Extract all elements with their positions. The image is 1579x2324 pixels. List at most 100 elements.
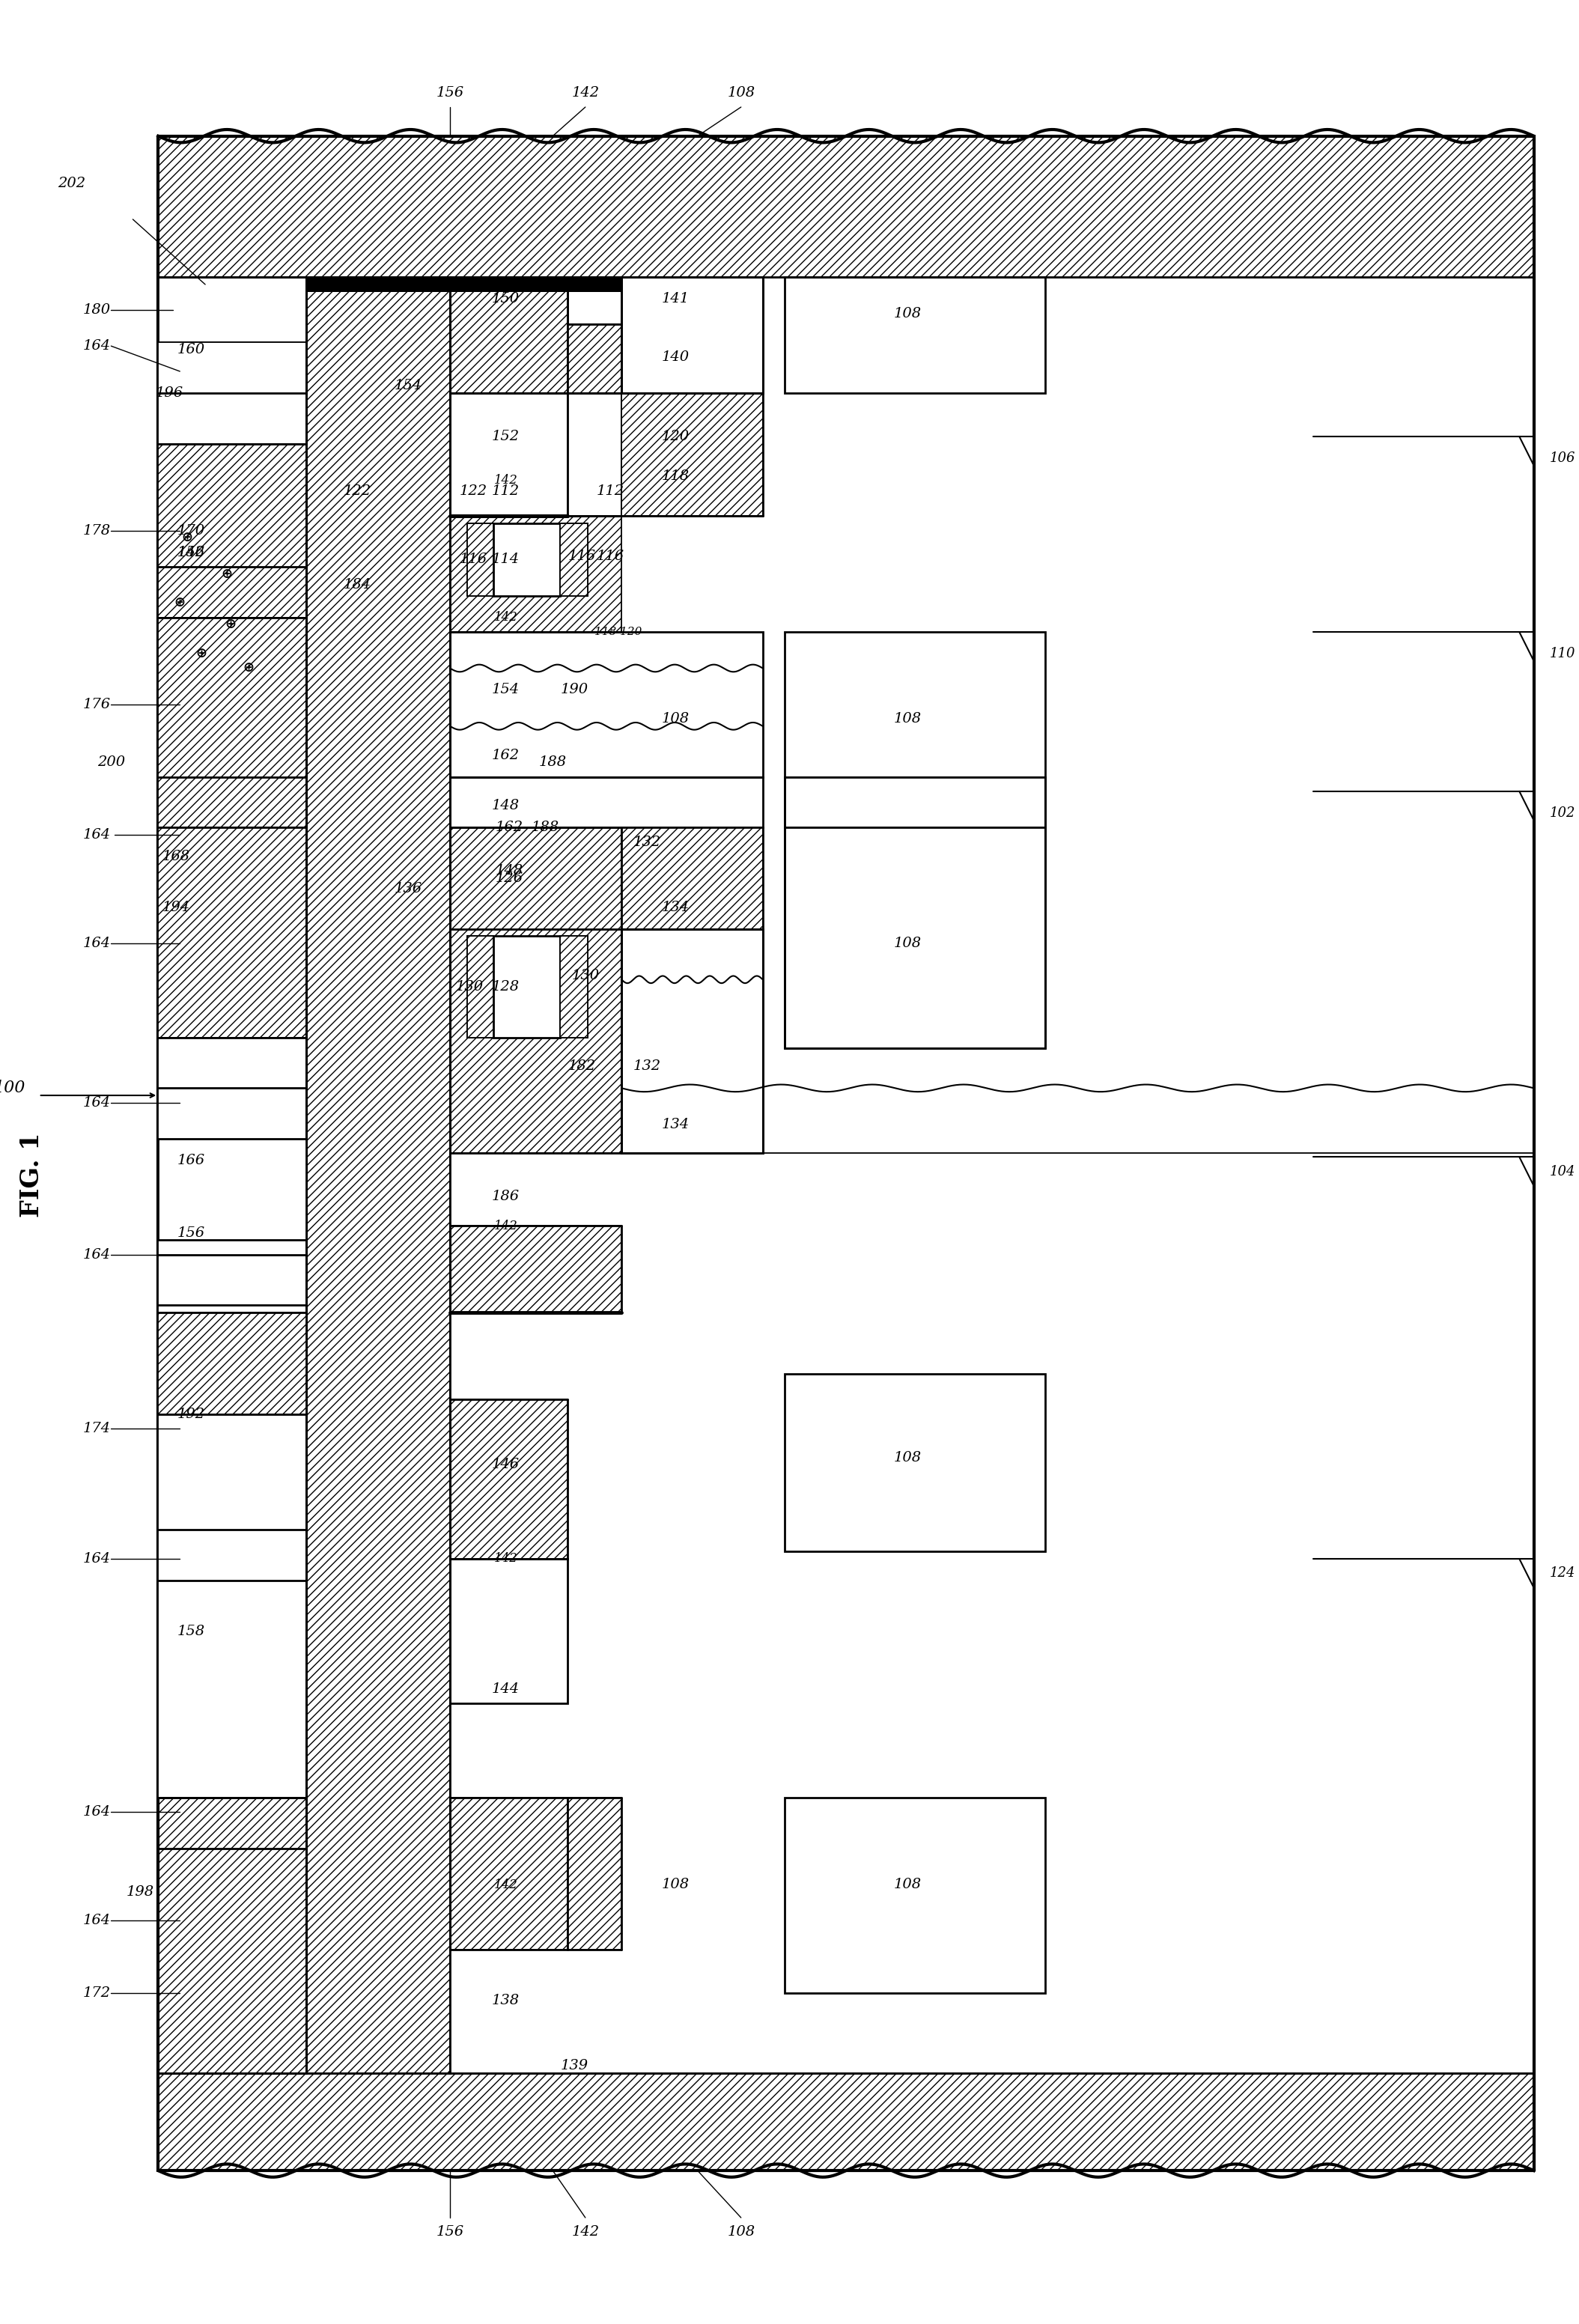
Bar <box>450 516 622 632</box>
Bar <box>450 1399 567 1559</box>
Bar <box>158 1529 306 1580</box>
Bar <box>450 632 763 776</box>
Bar <box>158 1037 306 1799</box>
Bar <box>450 393 567 516</box>
Text: 132: 132 <box>633 834 660 848</box>
Text: 130: 130 <box>456 981 483 995</box>
Text: 196: 196 <box>155 386 183 400</box>
Bar <box>306 277 450 293</box>
Text: 138: 138 <box>491 1994 519 2008</box>
Text: 162: 162 <box>491 748 519 762</box>
Text: 102: 102 <box>1551 806 1576 820</box>
Text: 108: 108 <box>894 711 922 725</box>
Text: 174: 174 <box>82 1422 111 1436</box>
Bar <box>622 277 763 393</box>
Text: 142: 142 <box>177 546 205 560</box>
Text: 200: 200 <box>98 755 125 769</box>
Bar <box>450 1225 622 1313</box>
Text: 132: 132 <box>633 1060 660 1074</box>
Text: 142: 142 <box>494 1878 518 1892</box>
Bar <box>158 827 306 1037</box>
Bar <box>158 137 1533 277</box>
Bar <box>785 827 1045 1048</box>
Text: 122: 122 <box>459 483 486 497</box>
Bar <box>561 937 587 1037</box>
Bar <box>158 567 306 618</box>
Text: 126: 126 <box>496 872 523 885</box>
Text: ⊕: ⊕ <box>221 567 232 581</box>
Text: 164: 164 <box>82 1806 111 1820</box>
Bar <box>622 393 763 516</box>
Text: ⊕: ⊕ <box>224 618 237 632</box>
Text: 164: 164 <box>82 339 111 353</box>
Text: 108: 108 <box>726 2226 755 2238</box>
Text: 140: 140 <box>662 351 690 363</box>
Text: 184: 184 <box>343 579 371 593</box>
Text: 108: 108 <box>894 1450 922 1464</box>
Text: 139: 139 <box>561 2059 589 2073</box>
Bar <box>158 1139 306 1241</box>
Text: 118 120: 118 120 <box>594 627 641 637</box>
Text: 156: 156 <box>177 546 205 560</box>
Bar <box>158 618 306 827</box>
Text: 202: 202 <box>57 177 85 191</box>
Text: 100: 100 <box>0 1081 25 1097</box>
Bar <box>567 1799 622 1950</box>
Text: 164: 164 <box>82 1248 111 1262</box>
Bar <box>467 937 493 1037</box>
Text: 166: 166 <box>177 1153 205 1167</box>
Bar <box>158 1306 306 1529</box>
Text: 128: 128 <box>491 981 519 995</box>
Text: 142: 142 <box>494 1220 518 1232</box>
Bar <box>785 1373 1045 1552</box>
Text: 116: 116 <box>568 548 595 562</box>
Text: 160: 160 <box>177 344 205 356</box>
Bar <box>785 1799 1045 1994</box>
Bar <box>158 277 306 393</box>
Text: 162: 162 <box>496 820 523 834</box>
Text: 154: 154 <box>491 683 519 697</box>
Text: 134: 134 <box>662 1118 690 1132</box>
Text: ⊕: ⊕ <box>174 597 186 609</box>
Bar <box>450 776 763 827</box>
Bar <box>158 1088 306 1255</box>
Bar <box>450 277 567 293</box>
Bar <box>567 325 622 393</box>
Text: 164: 164 <box>82 1915 111 1927</box>
Text: 154: 154 <box>395 379 422 393</box>
Text: 194: 194 <box>163 899 189 913</box>
Bar <box>493 937 561 1037</box>
Text: ⊕: ⊕ <box>196 646 207 660</box>
Text: 141: 141 <box>662 293 690 307</box>
Text: 148: 148 <box>491 799 519 813</box>
Text: 122: 122 <box>343 483 371 497</box>
Text: 108: 108 <box>662 711 690 725</box>
Bar <box>785 776 1045 827</box>
Text: 108: 108 <box>726 86 755 100</box>
Bar <box>450 1799 567 1950</box>
Text: 164: 164 <box>82 827 111 841</box>
Text: 136: 136 <box>395 883 422 895</box>
Bar <box>158 618 306 776</box>
Bar <box>561 937 587 1037</box>
Bar <box>158 827 306 1037</box>
Bar <box>467 937 493 1037</box>
Text: 142: 142 <box>572 86 600 100</box>
Bar <box>450 1559 567 1703</box>
Text: 168: 168 <box>163 851 189 862</box>
Bar <box>158 2073 1533 2171</box>
Text: 118: 118 <box>662 469 690 483</box>
Text: 172: 172 <box>82 1987 111 2001</box>
Bar <box>158 277 306 342</box>
Text: 144: 144 <box>491 1683 519 1697</box>
Text: 108: 108 <box>894 307 922 321</box>
Text: ⊕: ⊕ <box>243 662 254 674</box>
Text: 112: 112 <box>491 483 519 497</box>
Text: 142: 142 <box>494 1552 518 1564</box>
Bar <box>158 444 306 618</box>
Text: 156: 156 <box>436 86 464 100</box>
Text: ⊕: ⊕ <box>182 532 193 544</box>
Text: 108: 108 <box>894 937 922 951</box>
Text: 188: 188 <box>538 755 567 769</box>
Bar <box>158 1799 306 1848</box>
